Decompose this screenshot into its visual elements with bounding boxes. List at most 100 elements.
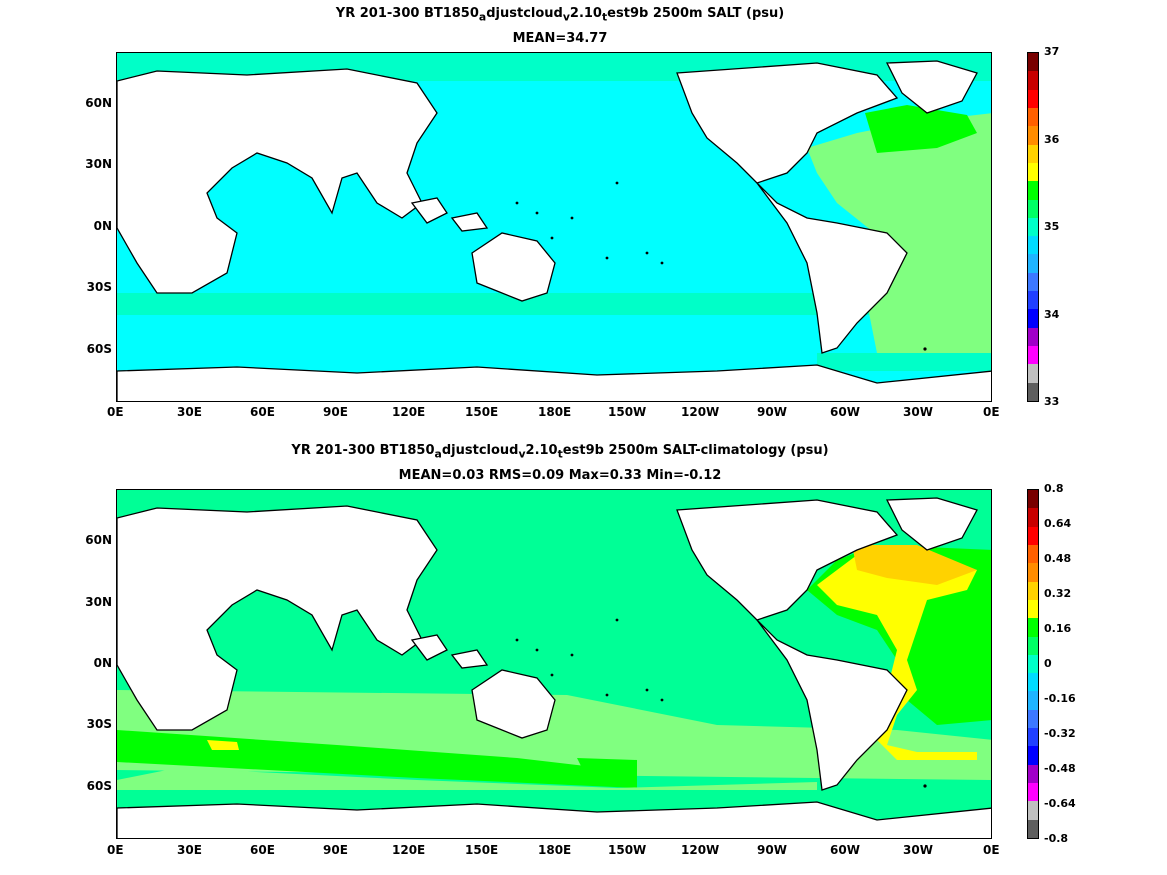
panel1-lon-labels: 0E 30E 60E 90E 120E 150E 180E 150W 120W … bbox=[0, 405, 1167, 421]
panel1-mean: MEAN=34.77 bbox=[512, 31, 608, 46]
lon-label: 180E bbox=[538, 843, 572, 857]
panel1-cbar-label: 36 bbox=[1044, 133, 1060, 146]
colorbar-segment bbox=[1028, 709, 1038, 729]
colorbar-segment bbox=[1028, 489, 1038, 509]
lon-label: 0E bbox=[983, 843, 1000, 857]
panel1-salinity-map bbox=[116, 52, 992, 402]
colorbar-segment bbox=[1028, 654, 1038, 674]
panel2-lat-0N: 0N bbox=[93, 656, 112, 670]
lon-label: 120E bbox=[392, 843, 426, 857]
colorbar-segment bbox=[1028, 782, 1038, 802]
panel2-anomaly-map bbox=[116, 489, 992, 839]
colorbar-segment bbox=[1028, 180, 1038, 200]
colorbar-segment bbox=[1028, 764, 1038, 784]
panel2-lat-60S: 60S bbox=[86, 779, 112, 793]
lon-label: 0E bbox=[107, 843, 124, 857]
colorbar-segment bbox=[1028, 363, 1038, 383]
colorbar-segment bbox=[1028, 52, 1038, 72]
lon-label: 0E bbox=[107, 405, 124, 419]
lon-label: 60E bbox=[250, 405, 275, 419]
colorbar-segment bbox=[1028, 217, 1038, 237]
lon-label: 150W bbox=[608, 843, 647, 857]
panel2-cbar-label: 0 bbox=[1044, 657, 1052, 670]
land-masses bbox=[117, 60, 991, 401]
panel2-title: YR 201-300 BT1850adjustcloudv2.10test9b … bbox=[291, 443, 829, 461]
panel2-cbar-label: 0.64 bbox=[1044, 517, 1072, 530]
lon-label: 150E bbox=[465, 843, 499, 857]
panel1-colorbar bbox=[1027, 52, 1039, 402]
colorbar-segment bbox=[1028, 70, 1038, 90]
colorbar-segment bbox=[1028, 636, 1038, 655]
colorbar-segment bbox=[1028, 89, 1038, 108]
panel1-lat-30N: 30N bbox=[85, 157, 112, 171]
lon-label: 0E bbox=[983, 405, 1000, 419]
lon-label: 150W bbox=[608, 405, 647, 419]
land-masses bbox=[117, 497, 991, 838]
panel1-cbar-label: 37 bbox=[1044, 45, 1060, 58]
lon-label: 30E bbox=[177, 405, 202, 419]
lon-label: 120W bbox=[681, 405, 720, 419]
panel2-cbar-label: 0.32 bbox=[1044, 587, 1072, 600]
panel2-cbar-label: -0.64 bbox=[1044, 797, 1076, 810]
colorbar-segment bbox=[1028, 544, 1038, 564]
colorbar-segment bbox=[1028, 599, 1038, 619]
panel1-title: YR 201-300 BT1850adjustcloudv2.10test9b … bbox=[335, 6, 785, 24]
colorbar-segment bbox=[1028, 345, 1038, 365]
colorbar-segment bbox=[1028, 290, 1038, 310]
colorbar-segment bbox=[1028, 253, 1038, 273]
panel2-cbar-label: -0.32 bbox=[1044, 727, 1076, 740]
colorbar-segment bbox=[1028, 672, 1038, 692]
colorbar-segment bbox=[1028, 199, 1038, 218]
lon-label: 120W bbox=[681, 843, 720, 857]
colorbar-segment bbox=[1028, 235, 1038, 255]
colorbar-segment bbox=[1028, 272, 1038, 292]
colorbar-segment bbox=[1028, 562, 1038, 582]
panel2-cbar-label: -0.48 bbox=[1044, 762, 1076, 775]
lon-label: 120E bbox=[392, 405, 426, 419]
lon-label: 60W bbox=[830, 843, 860, 857]
lon-label: 30W bbox=[903, 843, 933, 857]
lon-label: 30W bbox=[903, 405, 933, 419]
colorbar-segment bbox=[1028, 745, 1038, 765]
lon-label: 90E bbox=[323, 405, 348, 419]
colorbar-segment bbox=[1028, 690, 1038, 710]
panel2-cbar-label: -0.8 bbox=[1044, 832, 1069, 845]
lon-label: 30E bbox=[177, 843, 202, 857]
lon-label: 60E bbox=[250, 843, 275, 857]
panel2-lat-30N: 30N bbox=[85, 595, 112, 609]
colorbar-segment bbox=[1028, 617, 1038, 637]
panel2-colorbar bbox=[1027, 489, 1039, 839]
panel1-cbar-label: 35 bbox=[1044, 220, 1060, 233]
colorbar-segment bbox=[1028, 327, 1038, 347]
panel2-cbar-label: 0.48 bbox=[1044, 552, 1072, 565]
panel2-lat-30S: 30S bbox=[86, 717, 112, 731]
lon-label: 90W bbox=[757, 843, 787, 857]
panel2-cbar-label: -0.16 bbox=[1044, 692, 1076, 705]
panel2-lat-60N: 60N bbox=[85, 533, 112, 547]
panel1-cbar-label: 33 bbox=[1044, 395, 1060, 408]
lon-label: 60W bbox=[830, 405, 860, 419]
colorbar-segment bbox=[1028, 308, 1038, 328]
lon-label: 180E bbox=[538, 405, 572, 419]
colorbar-segment bbox=[1028, 526, 1038, 545]
lon-label: 90E bbox=[323, 843, 348, 857]
colorbar-segment bbox=[1028, 727, 1038, 747]
panel1-lat-60N: 60N bbox=[85, 96, 112, 110]
panel1-cbar-label: 34 bbox=[1044, 308, 1060, 321]
panel2-cbar-label: 0.8 bbox=[1044, 482, 1064, 495]
colorbar-segment bbox=[1028, 144, 1038, 163]
colorbar-segment bbox=[1028, 125, 1038, 145]
panel1-lat-30S: 30S bbox=[86, 280, 112, 294]
colorbar-segment bbox=[1028, 581, 1038, 600]
panel1-lat-0N: 0N bbox=[93, 219, 112, 233]
panel2-lon-labels: 0E 30E 60E 90E 120E 150E 180E 150W 120W … bbox=[0, 843, 1167, 859]
colorbar-segment bbox=[1028, 819, 1038, 838]
colorbar-segment bbox=[1028, 800, 1038, 820]
colorbar-segment bbox=[1028, 162, 1038, 182]
panel1-lat-60S: 60S bbox=[86, 342, 112, 356]
panel2-cbar-label: 0.16 bbox=[1044, 622, 1072, 635]
colorbar-segment bbox=[1028, 382, 1038, 401]
colorbar-segment bbox=[1028, 107, 1038, 127]
lon-label: 150E bbox=[465, 405, 499, 419]
colorbar-segment bbox=[1028, 507, 1038, 527]
